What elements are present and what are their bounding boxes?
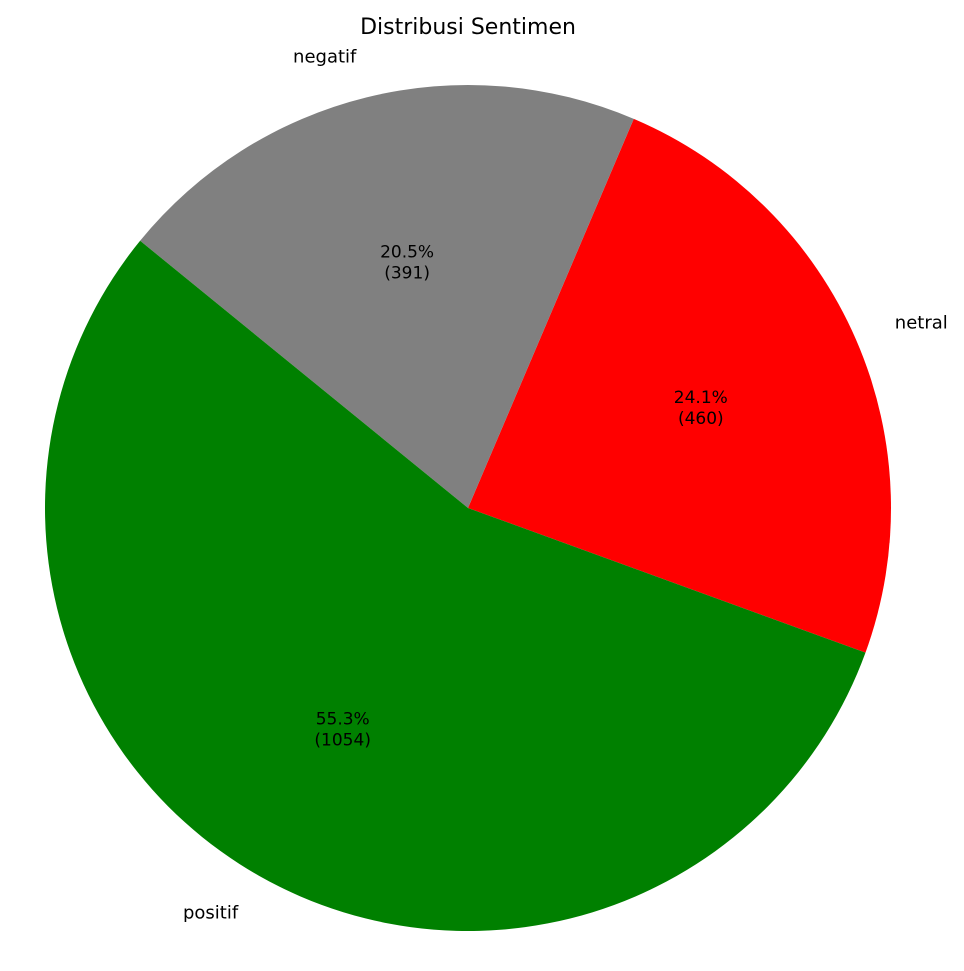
slice-label-positif: positif — [183, 903, 239, 924]
pie-slice-positif — [44, 240, 866, 932]
pie-slice-negatif — [140, 84, 634, 509]
chart-title: Distribusi Sentimen — [360, 15, 576, 40]
slice-percent-positif: 55.3% — [316, 710, 370, 730]
slice-label-netral: netral — [895, 313, 948, 334]
slice-count-positif: (1054) — [314, 731, 371, 751]
slice-count-negatif: (391) — [384, 264, 430, 284]
slice-percent-negatif: 20.5% — [380, 243, 434, 263]
pie-slice-netral — [468, 118, 891, 653]
slice-count-netral: (460) — [678, 409, 724, 429]
slice-percent-netral: 24.1% — [674, 388, 728, 408]
slice-label-negatif: negatif — [293, 46, 357, 67]
